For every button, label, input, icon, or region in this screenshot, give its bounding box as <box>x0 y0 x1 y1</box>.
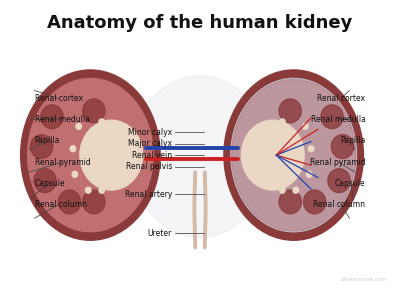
Ellipse shape <box>279 190 301 214</box>
Ellipse shape <box>302 123 308 129</box>
Text: Renal column: Renal column <box>314 200 366 209</box>
Text: Renal cortex: Renal cortex <box>34 94 82 103</box>
Ellipse shape <box>279 99 301 123</box>
Text: Papilla: Papilla <box>34 136 60 145</box>
Ellipse shape <box>328 169 350 193</box>
Ellipse shape <box>99 187 104 193</box>
Text: Renal column: Renal column <box>34 200 86 209</box>
Ellipse shape <box>321 105 343 129</box>
Ellipse shape <box>224 70 364 240</box>
Ellipse shape <box>231 79 356 232</box>
Text: Renal pyramid: Renal pyramid <box>34 158 90 167</box>
Ellipse shape <box>130 76 270 237</box>
Text: dreamstime.com: dreamstime.com <box>341 277 387 282</box>
Ellipse shape <box>293 187 298 193</box>
Ellipse shape <box>76 123 82 129</box>
Ellipse shape <box>232 79 356 231</box>
Text: Major calyx: Major calyx <box>128 139 172 148</box>
Ellipse shape <box>21 70 160 240</box>
Ellipse shape <box>280 119 285 125</box>
Ellipse shape <box>72 171 78 177</box>
Ellipse shape <box>83 99 105 123</box>
Ellipse shape <box>241 120 304 190</box>
Text: Renal pelvis: Renal pelvis <box>126 162 172 171</box>
Ellipse shape <box>30 135 53 159</box>
Text: Minor calyx: Minor calyx <box>128 128 172 137</box>
Ellipse shape <box>86 187 91 193</box>
Text: Renal vein: Renal vein <box>132 151 172 160</box>
Ellipse shape <box>308 146 314 152</box>
Text: Ureter: Ureter <box>148 229 172 238</box>
Text: Renal artery: Renal artery <box>125 190 172 199</box>
Ellipse shape <box>280 187 285 193</box>
Text: Capsule: Capsule <box>34 179 65 188</box>
Text: Renal cortex: Renal cortex <box>318 94 366 103</box>
Text: Renal medulla: Renal medulla <box>34 115 90 124</box>
Ellipse shape <box>331 135 354 159</box>
Ellipse shape <box>58 190 81 214</box>
Ellipse shape <box>28 79 153 232</box>
Ellipse shape <box>41 105 63 129</box>
Ellipse shape <box>306 171 312 177</box>
Ellipse shape <box>34 169 56 193</box>
Ellipse shape <box>83 190 105 214</box>
Text: Capsule: Capsule <box>335 179 366 188</box>
Ellipse shape <box>99 119 104 125</box>
Ellipse shape <box>304 190 326 214</box>
Text: Renal medulla: Renal medulla <box>310 115 366 124</box>
Ellipse shape <box>70 146 76 152</box>
Text: Renal pyramid: Renal pyramid <box>310 158 366 167</box>
Text: Anatomy of the human kidney: Anatomy of the human kidney <box>47 14 353 32</box>
Text: Papilla: Papilla <box>340 136 366 145</box>
Ellipse shape <box>80 120 143 190</box>
